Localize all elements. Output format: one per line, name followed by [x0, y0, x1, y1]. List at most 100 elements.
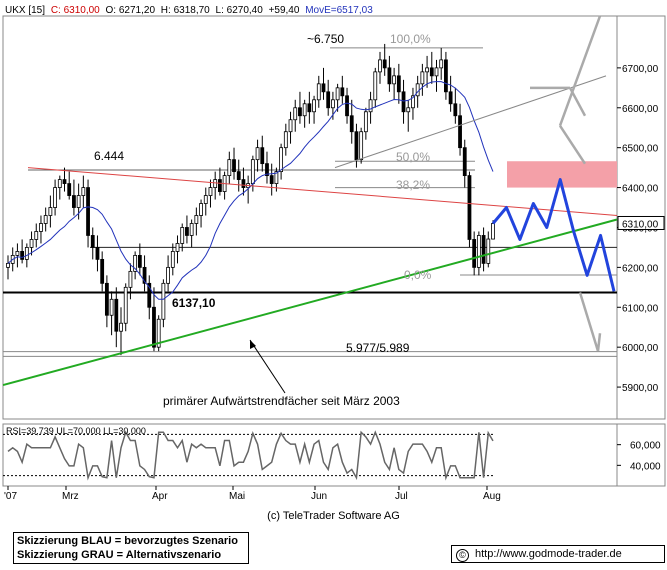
fib-382-label: 38,2% [396, 178, 430, 192]
candle-body [53, 187, 57, 208]
candle-body [283, 131, 288, 149]
candle-body [382, 59, 387, 69]
price-tick-label: 6500,00 [622, 144, 659, 155]
candle-body [453, 103, 458, 117]
source-url-box[interactable]: © http://www.godmode-trader.de [451, 545, 665, 563]
candle-body [462, 147, 467, 177]
candle-body [104, 282, 109, 316]
time-tick-label: Apr [152, 491, 168, 502]
candle-body [378, 59, 382, 73]
candle-body [476, 235, 481, 268]
candle-body [434, 67, 439, 77]
candle-body [72, 195, 76, 208]
candle-body [137, 255, 142, 268]
candle-body [194, 215, 199, 224]
candle-body [185, 227, 189, 236]
candle-body [109, 298, 114, 316]
candle-body [255, 147, 260, 161]
candle-body [288, 119, 293, 133]
candle-body [208, 187, 213, 196]
candle-body [156, 318, 161, 348]
candle-body [170, 251, 175, 268]
candle-body [373, 71, 378, 101]
header-open: O: 6271,20 [106, 5, 156, 16]
fib-50-label: 50,0% [396, 150, 430, 164]
candle-body [345, 95, 349, 117]
rsi-indicator: 60,000 40,000 [3, 430, 661, 481]
candle-body [349, 115, 354, 133]
candle-body [133, 255, 138, 272]
moving-average-line [7, 81, 494, 300]
candle-body [316, 83, 321, 101]
rsi-tick-label: 60,000 [630, 441, 661, 452]
candle-body [90, 235, 95, 248]
header-line: UKX [15] C: 6310,00 O: 6271,20 H: 6318,7… [5, 5, 373, 16]
candle-body [48, 207, 53, 216]
time-tick-label: Jun [311, 491, 327, 502]
header-close: C: 6310,00 [51, 5, 100, 16]
candle-body [429, 67, 434, 77]
time-axis-labels: '07 Mrz Apr Mai Jun Jul Aug [4, 486, 501, 502]
candle-body [81, 187, 86, 196]
candle-body [298, 107, 302, 117]
candle-body [43, 215, 48, 224]
low-level-label: 5.977/5.989 [346, 341, 410, 355]
header-change: +59,40 [269, 5, 300, 16]
candle-body [363, 111, 368, 133]
candle-body [236, 171, 241, 180]
annotation-arrow-line [249, 339, 286, 394]
candle-body [486, 238, 491, 264]
candle-body [15, 251, 20, 256]
candle-body [217, 179, 222, 192]
header-low: L: 6270,40 [216, 5, 264, 16]
candle-body [6, 262, 10, 268]
alt-scenario-stroke [558, 125, 587, 165]
candle-body [57, 179, 62, 188]
candle-body [354, 131, 359, 161]
candle-body [335, 87, 340, 101]
candle-body [411, 95, 415, 109]
candle-body [123, 286, 128, 324]
candle-body [67, 183, 72, 196]
header-high: H: 6318,70 [161, 5, 210, 16]
candle-body [34, 231, 39, 240]
candle-body [307, 103, 312, 113]
candle-body [279, 147, 284, 173]
alt-scenario-stroke [596, 333, 602, 352]
candle-body [392, 75, 397, 85]
time-tick-label: Mrz [62, 491, 79, 502]
candle-body [86, 187, 90, 236]
candle-body [420, 71, 425, 85]
header-ma: MovE=6517,03 [305, 5, 373, 16]
legend-blue: Skizzierung BLAU = bevorzugtes Szenario [17, 535, 238, 547]
price-tick-label: 6000,00 [622, 343, 659, 354]
candle-body [359, 131, 364, 161]
price-tick-label: 6600,00 [622, 104, 659, 115]
candle-body [340, 87, 345, 97]
price-tick-label: 6200,00 [622, 263, 659, 274]
candle-body [293, 107, 298, 121]
candle-body [467, 175, 472, 240]
candle-body [331, 99, 335, 109]
candle-body [274, 171, 279, 184]
candle-body [175, 243, 180, 252]
source-url[interactable]: http://www.godmode-trader.de [475, 548, 622, 560]
candle-body [95, 247, 100, 260]
candle-body [161, 282, 166, 320]
rsi-plot-frame [2, 423, 618, 487]
candle-body [312, 99, 316, 113]
candle-body [250, 159, 255, 184]
candle-body [241, 179, 246, 188]
fib-100-label: 100,0% [390, 32, 431, 46]
header-symbol: UKX [15] [5, 5, 45, 16]
candle-body [415, 83, 420, 97]
candle-body [439, 59, 444, 69]
candle-body [24, 247, 29, 260]
price-tick-label: 6700,00 [622, 64, 659, 75]
scenario-legend: Skizzierung BLAU = bevorzugtes Szenario … [13, 532, 249, 564]
candle-body [396, 75, 401, 93]
candle-body [406, 107, 411, 113]
rsi-tick-label: 40,000 [630, 461, 661, 472]
candle-body [203, 195, 208, 204]
